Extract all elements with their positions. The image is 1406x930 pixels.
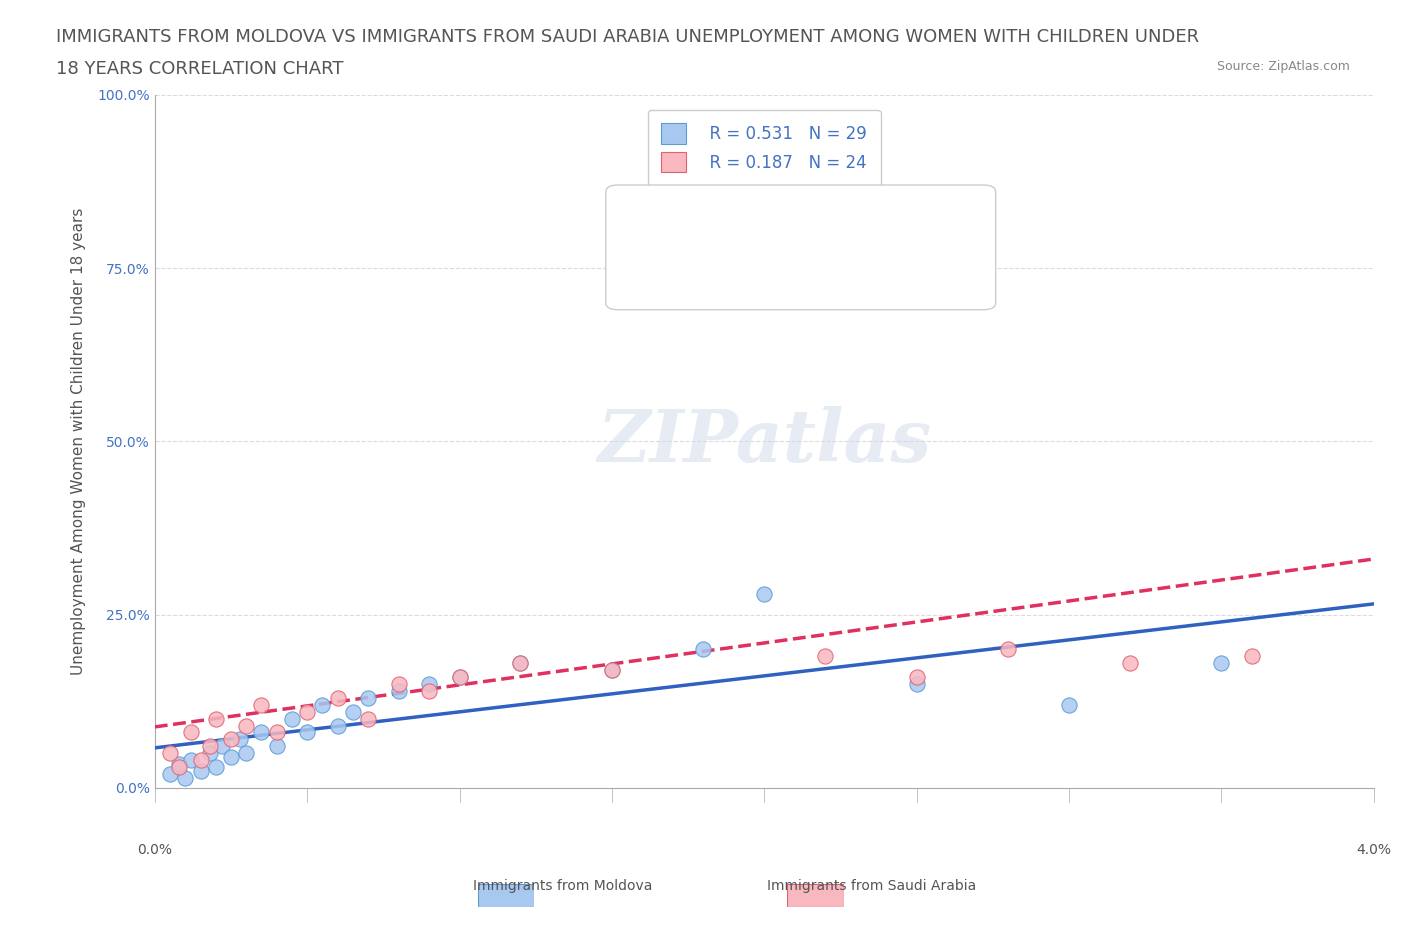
Point [266, 739, 288, 754]
Point [814, 649, 837, 664]
Point [754, 587, 776, 602]
Point [295, 725, 318, 740]
Point [204, 711, 226, 726]
Point [198, 739, 221, 754]
Point [167, 756, 190, 771]
Point [1057, 698, 1080, 712]
Text: Immigrants from Saudi Arabia: Immigrants from Saudi Arabia [768, 879, 976, 893]
Point [235, 718, 257, 733]
Point [235, 746, 257, 761]
Point [1119, 656, 1142, 671]
Point [295, 704, 318, 719]
Text: Source: ZipAtlas.com: Source: ZipAtlas.com [1216, 60, 1350, 73]
Point [180, 752, 202, 767]
Text: Immigrants from Moldova: Immigrants from Moldova [472, 879, 652, 893]
Point [211, 739, 233, 754]
Point [418, 684, 440, 698]
Point [1240, 649, 1263, 664]
Point [357, 690, 380, 705]
Point [159, 766, 181, 781]
Point [180, 725, 202, 740]
Point [311, 698, 333, 712]
Point [250, 698, 273, 712]
Legend:   R = 0.531   N = 29,   R = 0.187   N = 24: R = 0.531 N = 29, R = 0.187 N = 24 [648, 110, 880, 186]
Point [250, 725, 273, 740]
Point [190, 764, 212, 778]
Point [449, 670, 471, 684]
Text: 0.0%: 0.0% [138, 844, 173, 857]
Point [905, 670, 928, 684]
Point [281, 711, 304, 726]
Point [266, 725, 288, 740]
Point [449, 670, 471, 684]
Point [509, 656, 531, 671]
Y-axis label: Unemployment Among Women with Children Under 18 years: Unemployment Among Women with Children U… [72, 207, 86, 675]
Point [600, 663, 623, 678]
Point [997, 642, 1019, 657]
Text: ZIPatlas: ZIPatlas [598, 405, 931, 477]
Point [159, 746, 181, 761]
Point [905, 676, 928, 691]
Point [692, 642, 714, 657]
Point [190, 752, 212, 767]
Point [204, 760, 226, 775]
Point [600, 663, 623, 678]
Point [692, 178, 714, 193]
Point [326, 718, 349, 733]
FancyBboxPatch shape [606, 185, 995, 310]
Point [326, 690, 349, 705]
Point [174, 770, 197, 785]
Point [198, 746, 221, 761]
Text: IMMIGRANTS FROM MOLDOVA VS IMMIGRANTS FROM SAUDI ARABIA UNEMPLOYMENT AMONG WOMEN: IMMIGRANTS FROM MOLDOVA VS IMMIGRANTS FR… [56, 28, 1199, 46]
Point [387, 676, 409, 691]
Point [357, 711, 380, 726]
Text: 4.0%: 4.0% [1355, 844, 1391, 857]
Point [167, 760, 190, 775]
Point [387, 684, 409, 698]
Point [229, 732, 252, 747]
Text: 18 YEARS CORRELATION CHART: 18 YEARS CORRELATION CHART [56, 60, 343, 78]
Point [342, 704, 364, 719]
Point [418, 676, 440, 691]
Point [1211, 656, 1233, 671]
Point [219, 750, 242, 764]
Point [509, 656, 531, 671]
Point [219, 732, 242, 747]
